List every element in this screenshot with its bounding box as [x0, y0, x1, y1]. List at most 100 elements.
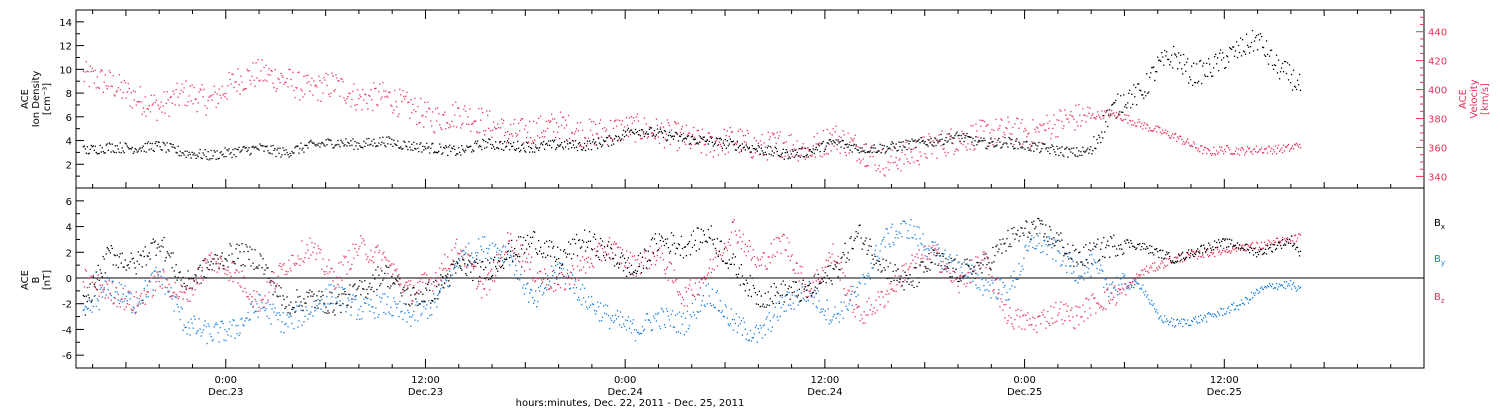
velocity-point — [207, 99, 209, 102]
density-point — [960, 134, 962, 137]
by-point — [753, 333, 755, 335]
bz-point — [531, 256, 533, 258]
by-point — [641, 325, 644, 328]
by-point — [367, 297, 369, 300]
velocity-point — [382, 81, 384, 84]
density-point — [534, 151, 536, 153]
bz-point — [710, 271, 712, 274]
velocity-point — [1298, 143, 1301, 145]
velocity-point — [429, 108, 431, 110]
by-point — [1032, 246, 1034, 249]
density-point — [156, 145, 158, 147]
by-point — [284, 324, 286, 326]
density-point — [253, 147, 255, 149]
velocity-point — [199, 88, 201, 90]
velocity-point — [954, 150, 956, 153]
density-point — [877, 150, 879, 152]
velocity-point — [578, 145, 581, 147]
density-point — [728, 143, 730, 145]
velocity-point — [351, 98, 353, 101]
by-point — [838, 321, 840, 323]
bz-point — [1175, 256, 1177, 258]
velocity-point — [322, 92, 324, 94]
bz-point — [534, 280, 536, 283]
by-point — [1180, 322, 1182, 324]
velocity-point — [643, 117, 646, 119]
density-point — [495, 141, 497, 143]
bz-point — [363, 240, 365, 242]
velocity-point — [317, 99, 319, 101]
bz-point — [726, 249, 728, 252]
velocity-point — [276, 88, 278, 90]
bz-point — [666, 266, 669, 268]
bz-point — [866, 301, 868, 303]
by-point — [436, 306, 438, 308]
velocity-point — [1299, 147, 1302, 149]
density-point — [1298, 73, 1301, 76]
bz-point — [109, 292, 111, 294]
by-point — [298, 320, 300, 322]
density-point — [220, 151, 222, 153]
by-point — [188, 327, 190, 329]
by-point — [714, 306, 716, 308]
density-point — [477, 140, 479, 142]
density-point — [998, 137, 1000, 140]
velocity-point — [928, 133, 930, 135]
density-point — [126, 145, 128, 147]
by-point — [987, 281, 989, 283]
velocity-point — [396, 106, 398, 108]
by-point — [413, 310, 415, 312]
velocity-point — [648, 126, 651, 128]
density-point — [321, 141, 323, 143]
by-point — [372, 306, 374, 308]
velocity-point — [606, 144, 609, 146]
density-point — [122, 150, 124, 152]
density-point — [1154, 79, 1156, 82]
by-point — [1288, 285, 1291, 287]
bz-point — [470, 262, 472, 265]
by-point — [216, 323, 218, 326]
density-point — [165, 151, 167, 153]
velocity-point — [1086, 115, 1088, 117]
velocity-point — [852, 140, 854, 142]
density-point — [959, 140, 961, 142]
by-point — [1065, 265, 1067, 267]
by-point — [1015, 278, 1017, 280]
velocity-point — [1206, 152, 1208, 155]
by-point — [710, 305, 712, 307]
velocity-point — [708, 132, 710, 134]
density-point — [162, 141, 164, 143]
by-point — [258, 293, 260, 296]
velocity-point — [859, 162, 861, 164]
velocity-point — [362, 88, 364, 91]
bz-point — [560, 272, 563, 274]
by-point — [1177, 318, 1179, 321]
density-point — [782, 148, 784, 150]
by-point — [717, 309, 719, 312]
bz-point — [535, 280, 537, 282]
density-point — [939, 139, 941, 141]
velocity-point — [603, 126, 606, 129]
by-point — [365, 302, 367, 304]
velocity-point — [724, 153, 726, 155]
velocity-tick-label: 400 — [1428, 86, 1447, 97]
by-point — [340, 304, 342, 307]
by-point — [678, 311, 681, 313]
density-point — [141, 147, 143, 149]
by-point — [435, 298, 437, 300]
density-point — [413, 141, 415, 143]
bz-point — [1098, 303, 1100, 305]
density-point — [1299, 89, 1302, 91]
by-point — [653, 317, 656, 319]
density-point — [362, 147, 364, 149]
density-point — [1145, 95, 1147, 97]
velocity-point — [864, 165, 866, 167]
by-point — [840, 301, 842, 303]
density-point — [1125, 104, 1127, 106]
density-point — [267, 149, 269, 152]
density-point — [498, 148, 500, 150]
by-point — [421, 312, 423, 315]
density-point — [1046, 147, 1048, 149]
density-point — [525, 151, 527, 153]
density-point — [787, 158, 789, 160]
